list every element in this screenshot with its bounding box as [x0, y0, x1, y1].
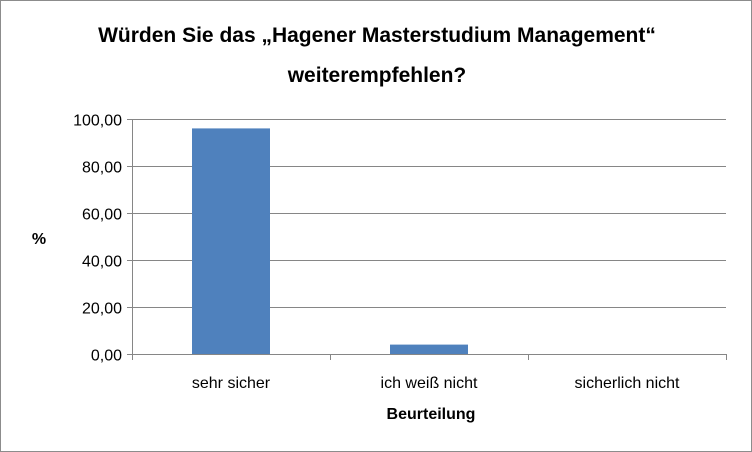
bars: [192, 128, 468, 354]
chart-title-line-2: weiterempfehlen?: [287, 64, 467, 87]
chart-title-line-1: Würden Sie das „Hagener Masterstudium Ma…: [98, 24, 656, 47]
chart-title: Würden Sie das „Hagener Masterstudium Ma…: [98, 24, 656, 87]
y-tick-labels: 0,00 20,00 40,00 60,00 80,00 100,00: [73, 113, 122, 365]
y-axis-label: %: [32, 231, 46, 248]
y-tick-label: 100,00: [73, 113, 122, 130]
x-axis-label: Beurteilung: [387, 406, 476, 423]
x-tick-label: ich weiß nicht: [381, 375, 478, 392]
axes: [127, 119, 727, 360]
y-tick-label: 60,00: [82, 207, 122, 224]
y-tick-label: 80,00: [82, 160, 122, 177]
y-tick-label: 40,00: [82, 254, 122, 271]
x-tick-labels: sehr sicher ich weiß nicht sicherlich nich…: [192, 375, 680, 392]
y-tick-label: 20,00: [82, 301, 122, 318]
bar: [192, 128, 270, 354]
bar: [390, 344, 468, 354]
x-tick-label: sicherlich nicht: [575, 375, 680, 392]
x-tick-label: sehr sicher: [192, 375, 271, 392]
y-tick-label: 0,00: [91, 348, 122, 365]
